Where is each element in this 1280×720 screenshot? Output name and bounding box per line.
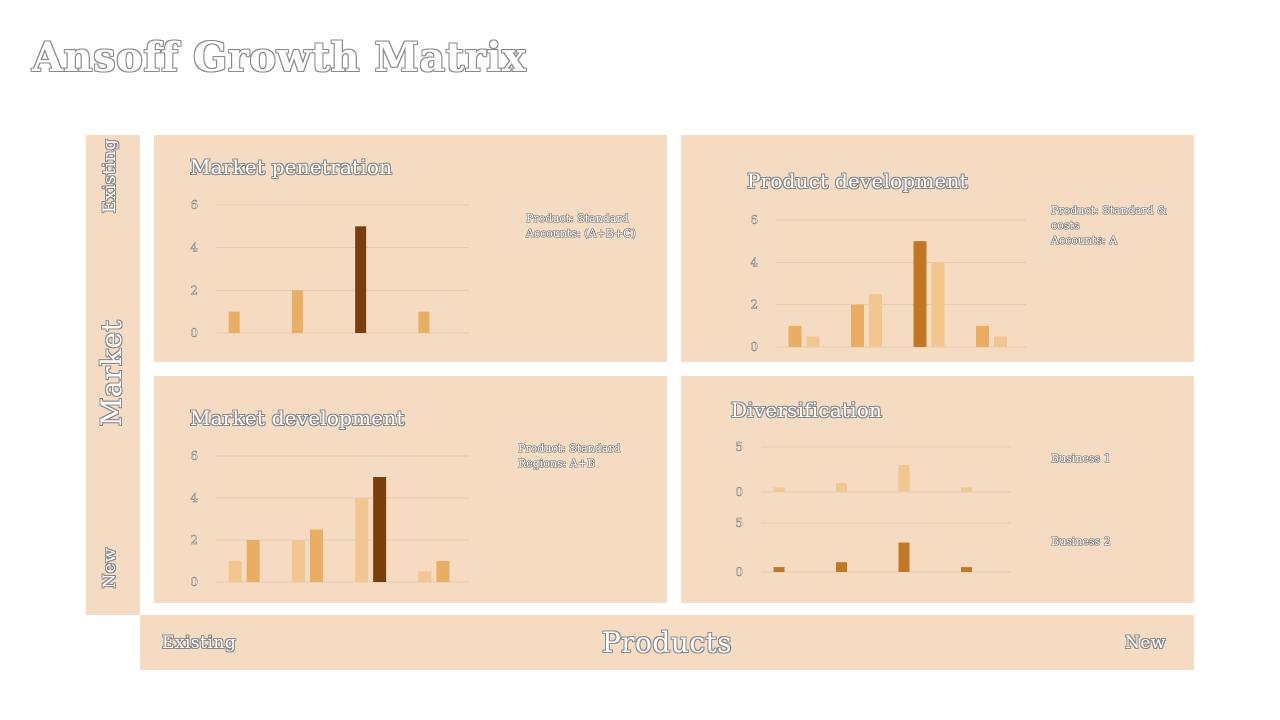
bar — [898, 465, 910, 492]
bar — [931, 262, 945, 347]
bar — [851, 304, 864, 347]
bar — [228, 311, 240, 333]
quadrant-market-development: Market development 0 2 4 6 Product: Standar… — [154, 376, 667, 603]
bar — [355, 226, 367, 333]
y-tick-label: 2 — [750, 298, 758, 312]
quadrant-title: Market penetration — [190, 155, 393, 179]
bar — [898, 542, 910, 572]
quadrant-market-penetration: Market penetration 0 2 4 6 Product: Standar… — [154, 135, 667, 362]
y-tick-label: 0 — [190, 326, 198, 340]
y-tick-label: 4 — [750, 255, 758, 269]
bar — [773, 487, 785, 492]
quadrant-product-development: Product development 0 2 4 6 Product: Standa… — [681, 135, 1194, 362]
legend-line: Accounts: (A+B+C) — [526, 227, 636, 240]
y-tick-label: 5 — [735, 440, 743, 454]
bar — [961, 487, 972, 492]
bar — [291, 540, 305, 582]
y-tick-label: 4 — [190, 491, 198, 505]
legend-line: Product: Standard — [526, 212, 629, 225]
products-axis-label: Products — [601, 626, 733, 659]
y-tick-label: 0 — [190, 575, 198, 589]
market-axis: Existing Market New — [86, 135, 140, 615]
legend: Product: Standard Accounts: (A+B+C) — [526, 211, 636, 241]
legend: Business 2 — [1051, 534, 1111, 549]
bar — [436, 561, 450, 582]
market-axis-label: Market — [95, 319, 128, 427]
legend-line: Product: Standard — [518, 442, 621, 455]
bar — [836, 483, 847, 492]
bar — [418, 311, 430, 333]
y-tick-label: 2 — [190, 283, 198, 297]
market-new-label: New — [100, 547, 120, 589]
bar — [418, 571, 432, 582]
legend-line: Product: Standard & — [1051, 204, 1167, 217]
legend-line: Business 2 — [1051, 535, 1111, 548]
bar — [788, 325, 802, 347]
y-tick-label: 6 — [190, 198, 198, 212]
legend: Product: Standard Regions: A+B — [518, 441, 621, 471]
bar — [773, 567, 785, 572]
bar — [913, 241, 927, 347]
y-tick-label: 0 — [735, 485, 743, 499]
bar — [373, 477, 387, 582]
legend-line: Business 1 — [1051, 452, 1111, 465]
products-new-label: New — [1125, 633, 1166, 653]
bar — [246, 540, 260, 582]
quadrant-title: Market development — [190, 406, 405, 430]
quadrant-title: Diversification — [731, 398, 883, 422]
legend-line: Accounts: A — [1051, 234, 1118, 247]
bar — [994, 336, 1007, 347]
bar — [309, 529, 323, 582]
bar — [806, 336, 820, 347]
bar — [961, 567, 972, 572]
bar — [355, 498, 369, 582]
y-tick-label: 2 — [190, 533, 198, 547]
products-existing-label: Existing — [162, 633, 237, 653]
market-penetration-chart: 0 2 4 6 — [190, 198, 469, 340]
bar — [976, 325, 989, 347]
product-development-chart: 0 2 4 6 — [750, 213, 1026, 354]
market-existing-label: Existing — [100, 138, 120, 213]
market-development-chart: 0 2 4 6 — [190, 449, 469, 589]
y-tick-label: 6 — [750, 213, 758, 227]
bar — [869, 294, 882, 347]
y-tick-label: 5 — [735, 516, 743, 530]
bar — [228, 561, 242, 582]
y-tick-label: 4 — [190, 241, 198, 255]
y-tick-label: 6 — [190, 449, 198, 463]
quadrant-title: Product development — [747, 169, 968, 193]
diversification-business-1-chart: 05 — [735, 440, 1011, 499]
legend-line: costs — [1051, 219, 1080, 232]
y-tick-label: 0 — [735, 565, 743, 579]
bar — [836, 562, 847, 572]
y-tick-label: 0 — [750, 340, 758, 354]
products-axis: Existing Products New — [140, 615, 1194, 670]
diversification-business-2-chart: 05 — [735, 516, 1011, 579]
legend-line: Regions: A+B — [518, 457, 596, 470]
bar — [291, 290, 303, 333]
legend: Business 1 — [1051, 451, 1111, 466]
page-title: Ansoff Growth Matrix — [32, 34, 527, 81]
legend: Product: Standard & costs Accounts: A — [1051, 203, 1167, 248]
